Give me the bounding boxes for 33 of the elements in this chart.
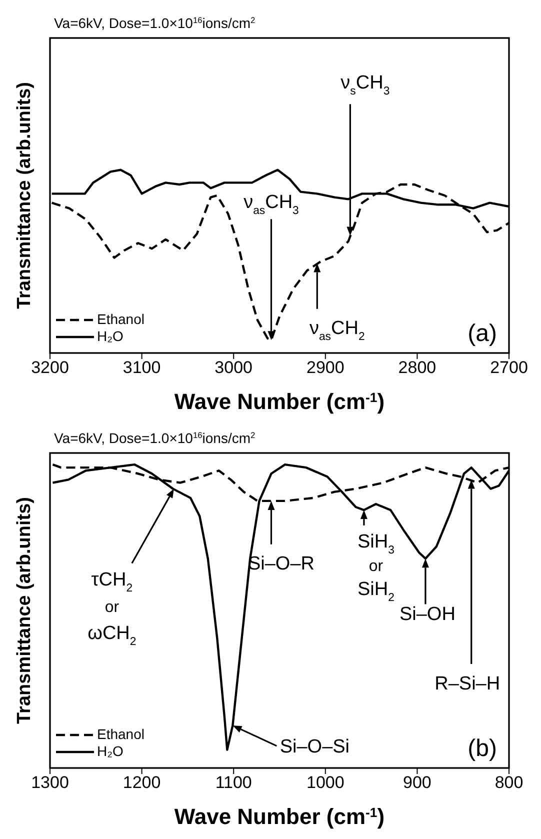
x-tick-label: 3000 xyxy=(214,358,253,378)
x-tick-label: 2800 xyxy=(398,358,436,378)
annotation: ν$_{as}$CH$_{2}$ xyxy=(309,318,365,344)
annotation: (b) xyxy=(468,735,497,762)
x-tick-label: 3100 xyxy=(122,358,161,378)
x-tick-label: 1300 xyxy=(31,773,69,792)
legend-label: Ethanol xyxy=(97,311,144,327)
annotation: τCH$_{2}$ or ωCH$_{2}$ xyxy=(88,569,136,648)
chart-title: Va=6kV, Dose=1.0×10$^{16}$ions/cm$^{2}$ xyxy=(54,430,256,446)
y-axis-title: Transmittance (arb.units) xyxy=(14,82,35,309)
x-tick-label: 900 xyxy=(403,773,432,792)
annotation: (a) xyxy=(468,320,497,347)
annotation: Si–O–R xyxy=(248,554,315,575)
x-tick-label: 800 xyxy=(494,773,524,792)
annotation: Si–OH xyxy=(399,604,456,625)
y-axis-title: Transmittance (arb.units) xyxy=(14,497,35,724)
x-tick-label: 2900 xyxy=(306,358,344,378)
x-tick-label: 2700 xyxy=(490,358,528,378)
chart-title: Va=6kV, Dose=1.0×10$^{16}$ions/cm$^{2}$ xyxy=(54,15,256,31)
annotation: ν$_{as}$CH$_{3}$ xyxy=(244,192,299,218)
x-tick-label: 1000 xyxy=(306,773,344,792)
annotation: ν$_{s}$CH$_{3}$ xyxy=(340,72,390,98)
x-tick-label: 1200 xyxy=(122,773,161,792)
x-axis-title: Wave Number (cm$^{-1}$) xyxy=(174,389,385,414)
annotation: SiH$_{3}$ or SiH$_{2}$ xyxy=(357,532,394,604)
legend-label: H₂O xyxy=(97,328,124,344)
x-tick-label: 3200 xyxy=(31,358,69,378)
annotation: R–Si–H xyxy=(434,673,500,694)
x-tick-label: 1100 xyxy=(215,773,252,792)
legend-label: Ethanol xyxy=(97,726,144,742)
annotation: Si–O–Si xyxy=(280,736,350,758)
legend-label: H₂O xyxy=(97,743,124,759)
x-axis-title: Wave Number (cm$^{-1}$) xyxy=(174,804,385,829)
